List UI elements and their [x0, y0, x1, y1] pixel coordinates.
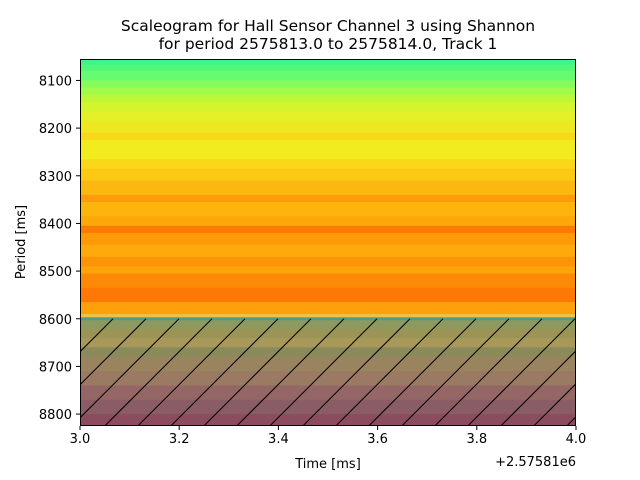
- hatch-line-1: [80, 318, 114, 353]
- x-tick-label: 3.8: [466, 432, 487, 447]
- y-tick-label: 8600: [39, 313, 72, 328]
- hatch-line-14: [434, 318, 543, 426]
- y-tick-label: 8300: [39, 170, 72, 185]
- x-axis-offset-label: +2.57581e6: [495, 455, 576, 470]
- heatmap-band-9: [80, 132, 576, 141]
- heatmap-band-19: [80, 244, 576, 258]
- hatch-line-16: [500, 350, 576, 426]
- chart-title-line1: Scaleogram for Hall Sensor Channel 3 usi…: [121, 17, 535, 35]
- heatmap-band-35: [80, 414, 576, 426]
- heatmap-band-29: [80, 337, 576, 348]
- hatch-line-5: [137, 318, 246, 426]
- heatmap-band-13: [80, 180, 576, 196]
- heatmap-band-25: [80, 313, 576, 318]
- x-tick-label: 3.2: [169, 432, 190, 447]
- heatmap-band-30: [80, 347, 576, 358]
- heatmap-band-21: [80, 266, 576, 274]
- heatmap-band-27: [80, 320, 576, 329]
- y-tick-label: 8200: [39, 122, 72, 137]
- heatmap-band-26: [80, 317, 576, 321]
- chart-title-line2: for period 2575813.0 to 2575814.0, Track…: [159, 35, 498, 53]
- hatch-line-12: [368, 318, 477, 426]
- hatch-line-11: [335, 318, 444, 426]
- hatch-line-7: [203, 318, 312, 426]
- heatmap-band-33: [80, 385, 576, 401]
- heatmap-band-16: [80, 216, 576, 227]
- hatch-line-8: [236, 318, 345, 426]
- hatch-line-2: [80, 318, 147, 386]
- y-tick-label: 8700: [39, 360, 72, 375]
- x-axis-label: Time [ms]: [294, 457, 361, 472]
- hatch-line-13: [401, 318, 510, 426]
- hatch-line-18: [566, 416, 576, 426]
- y-axis-label: Period [ms]: [14, 205, 29, 279]
- heatmap-band-28: [80, 328, 576, 339]
- heatmap-band-3: [80, 80, 576, 89]
- heatmap-band-23: [80, 287, 576, 303]
- heatmap-band-0: [80, 59, 576, 66]
- heatmap-band-22: [80, 273, 576, 289]
- x-tick-label: 3.0: [70, 432, 91, 447]
- cone-of-influence-hatch: [80, 318, 576, 426]
- heatmap-band-34: [80, 399, 576, 415]
- x-tick-label: 4.0: [566, 432, 587, 447]
- heatmap-band-10: [80, 140, 576, 160]
- heatmap-band-17: [80, 225, 576, 234]
- heatmap-band-2: [80, 70, 576, 81]
- heatmap-band-31: [80, 356, 576, 372]
- heatmap-band-12: [80, 168, 576, 182]
- heatmap-band-8: [80, 120, 576, 134]
- y-axis-ticks: 8100 8200 8300 8400 8500 8600 8700 8800: [39, 74, 80, 423]
- hatch-line-10: [302, 318, 411, 426]
- heatmap-band-32: [80, 371, 576, 386]
- hatch-line-6: [170, 318, 279, 426]
- heatmap-band-6: [80, 101, 576, 112]
- y-tick-label: 8100: [39, 74, 72, 89]
- heatmap-band-1: [80, 64, 576, 72]
- heatmap-band-7: [80, 111, 576, 122]
- heatmap-band-14: [80, 194, 576, 203]
- heatmap-bands: [80, 59, 576, 426]
- heatmap-band-24: [80, 302, 576, 315]
- heatmap-band-15: [80, 201, 576, 217]
- y-tick-label: 8500: [39, 265, 72, 280]
- heatmap-band-5: [80, 94, 576, 103]
- heatmap-band-11: [80, 159, 576, 170]
- heatmap-band-18: [80, 232, 576, 246]
- heatmap-band-4: [80, 87, 576, 96]
- x-tick-label: 3.4: [268, 432, 289, 447]
- hatch-line-4: [104, 318, 213, 426]
- heatmap-band-20: [80, 256, 576, 267]
- y-tick-label: 8400: [39, 217, 72, 232]
- x-axis-ticks: 3.0 3.2 3.4 3.6 3.8 4.0: [70, 426, 587, 447]
- hatch-line-3: [80, 318, 180, 419]
- x-tick-label: 3.6: [367, 432, 388, 447]
- hatch-line-17: [533, 383, 576, 426]
- hatch-line-15: [467, 318, 576, 426]
- y-tick-label: 8800: [39, 408, 72, 423]
- hatch-line-9: [269, 318, 378, 426]
- plot-frame: [80, 59, 576, 426]
